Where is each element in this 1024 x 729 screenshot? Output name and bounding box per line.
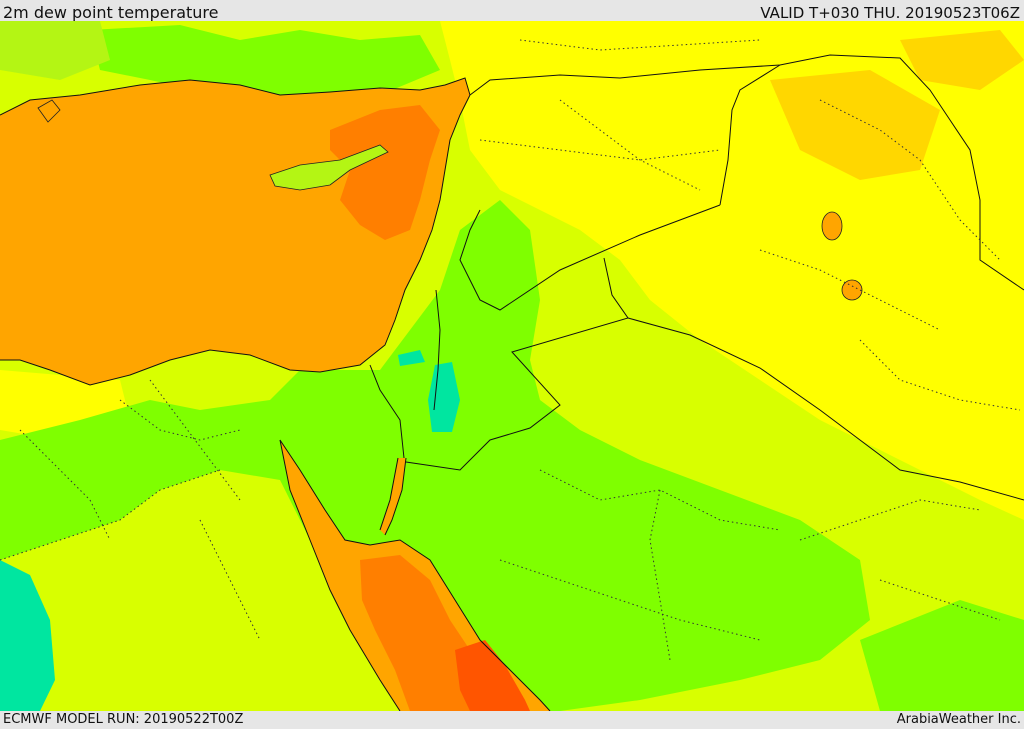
gulf-of-aqaba: [380, 458, 406, 535]
sea-core: [330, 105, 440, 240]
rhodes: [37, 99, 61, 123]
green-patch-south: [860, 600, 1024, 711]
dewpoint-map[interactable]: [0, 21, 1024, 711]
lime-patch-turkey: [0, 21, 110, 80]
country-borders: [369, 54, 1024, 501]
lake-tharthar: [821, 211, 843, 241]
red-sea-hot: [455, 640, 530, 711]
gold-patch-east: [770, 70, 940, 180]
green-region: [0, 200, 870, 711]
gold-patch-ne: [900, 30, 1024, 90]
coastlines: [0, 77, 551, 711]
cyan-patch-coast: [398, 350, 425, 366]
header-bar: 2m dew point temperature VALID T+030 THU…: [0, 0, 1024, 22]
cyprus: [269, 144, 389, 191]
province-boundaries: [0, 39, 1021, 661]
model-run: ECMWF MODEL RUN: 20190522T00Z: [3, 712, 244, 727]
cyan-patch-sw: [0, 560, 55, 711]
map-title: 2m dew point temperature: [3, 3, 219, 22]
map-canvas: [0, 21, 1024, 711]
footer-bar: ECMWF MODEL RUN: 20190522T00Z ArabiaWeat…: [0, 711, 1024, 729]
valid-time: VALID T+030 THU. 20190523T06Z: [760, 4, 1020, 22]
credit: ArabiaWeather Inc.: [896, 712, 1021, 727]
lake-razazah: [841, 279, 863, 301]
cyan-patch-dead-sea: [428, 362, 460, 432]
